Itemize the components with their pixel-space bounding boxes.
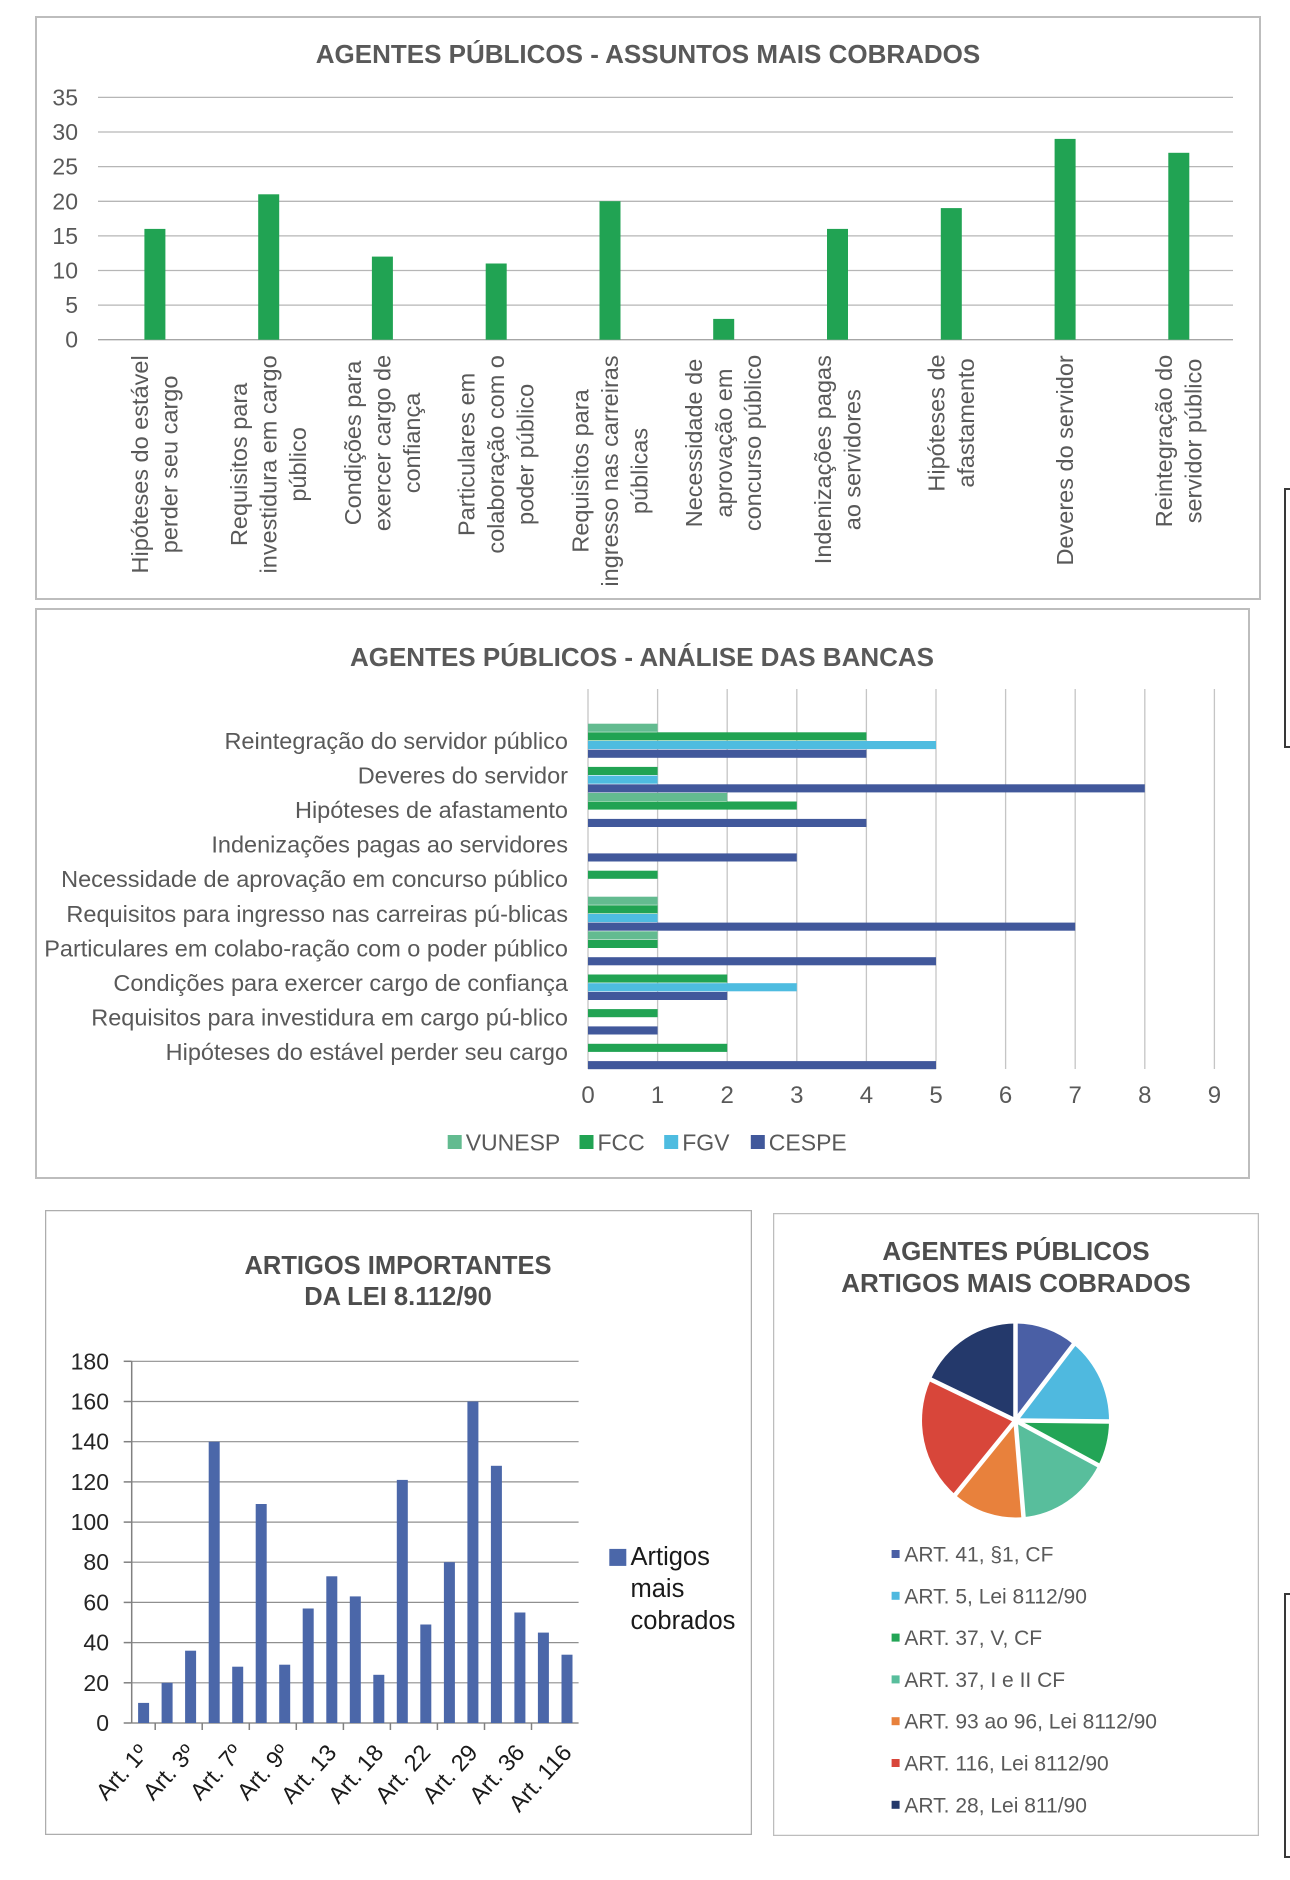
- svg-text:confiança: confiança: [399, 392, 425, 494]
- svg-text:2: 2: [721, 1082, 734, 1109]
- svg-text:Particulares em: Particulares em: [454, 373, 480, 536]
- svg-text:60: 60: [83, 1589, 109, 1615]
- svg-text:cobrados: cobrados: [631, 1607, 736, 1635]
- svg-text:30: 30: [52, 119, 78, 145]
- svg-text:Necessidade de aprovação em co: Necessidade de aprovação em concurso púb…: [61, 866, 568, 892]
- svg-text:Requisitos para ingresso nas c: Requisitos para ingresso nas carreiras p…: [66, 901, 568, 927]
- svg-text:Reintegração do servidor públi: Reintegração do servidor público: [224, 728, 568, 754]
- svg-text:Hipóteses de: Hipóteses de: [924, 354, 950, 491]
- svg-text:Hipóteses de afastamento: Hipóteses de afastamento: [295, 797, 568, 823]
- svg-text:Hipóteses do estável perder se: Hipóteses do estável perder seu cargo: [166, 1039, 568, 1065]
- svg-text:0: 0: [581, 1082, 594, 1109]
- svg-text:6: 6: [999, 1082, 1012, 1109]
- svg-text:colaboração com o: colaboração com o: [483, 355, 509, 554]
- svg-text:25: 25: [52, 154, 78, 180]
- svg-text:7: 7: [1069, 1082, 1082, 1109]
- svg-text:afastamento: afastamento: [953, 358, 979, 487]
- svg-text:ARTIGOS IMPORTANTES: ARTIGOS IMPORTANTES: [245, 1252, 552, 1280]
- svg-text:Artigos: Artigos: [631, 1543, 710, 1571]
- svg-text:AGENTES PÚBLICOS: AGENTES PÚBLICOS: [882, 1236, 1149, 1266]
- svg-text:80: 80: [83, 1549, 109, 1575]
- svg-text:ART. 41, §1, CF: ART. 41, §1, CF: [904, 1544, 1053, 1567]
- svg-text:ART. 5, Lei 8112/90: ART. 5, Lei 8112/90: [904, 1585, 1087, 1608]
- svg-text:Requisitos para: Requisitos para: [226, 382, 252, 546]
- svg-text:ART. 93 ao 96, Lei 8112/90: ART. 93 ao 96, Lei 8112/90: [904, 1711, 1157, 1734]
- svg-text:ART. 37, V, CF: ART. 37, V, CF: [904, 1627, 1042, 1650]
- svg-text:Indenizações pagas: Indenizações pagas: [810, 355, 836, 564]
- svg-text:CESPE: CESPE: [769, 1130, 847, 1156]
- svg-text:ingresso nas carreiras: ingresso nas carreiras: [597, 355, 623, 586]
- svg-text:5: 5: [65, 292, 78, 318]
- svg-text:DA LEI 8.112/90: DA LEI 8.112/90: [304, 1283, 492, 1311]
- svg-text:140: 140: [71, 1429, 109, 1455]
- svg-text:120: 120: [71, 1469, 109, 1495]
- svg-text:160: 160: [71, 1389, 109, 1415]
- svg-text:Requisitos para: Requisitos para: [568, 388, 594, 552]
- svg-text:Condições para: Condições para: [340, 360, 366, 526]
- svg-text:ARTIGOS MAIS COBRADOS: ARTIGOS MAIS COBRADOS: [841, 1268, 1191, 1298]
- svg-text:ART. 28, Lei 811/90: ART. 28, Lei 811/90: [904, 1794, 1087, 1817]
- svg-text:ao servidores: ao servidores: [839, 389, 865, 530]
- svg-text:5: 5: [929, 1082, 942, 1109]
- svg-text:FCC: FCC: [598, 1130, 645, 1156]
- svg-text:100: 100: [71, 1509, 109, 1535]
- svg-text:Particulares em colabo-ração c: Particulares em colabo-ração com o poder…: [44, 935, 568, 961]
- svg-text:0: 0: [65, 327, 78, 353]
- svg-text:10: 10: [52, 258, 78, 284]
- svg-text:FGV: FGV: [682, 1130, 730, 1156]
- svg-text:20: 20: [52, 188, 78, 214]
- svg-text:AGENTES PÚBLICOS - ANÁLISE DAS: AGENTES PÚBLICOS - ANÁLISE DAS BANCAS: [350, 642, 934, 672]
- svg-text:público: público: [285, 427, 311, 501]
- svg-text:Hipóteses do estável: Hipóteses do estável: [127, 355, 153, 573]
- svg-text:1: 1: [651, 1082, 664, 1109]
- svg-text:3: 3: [790, 1082, 803, 1109]
- svg-text:35: 35: [52, 84, 78, 110]
- svg-text:servidor público: servidor público: [1181, 359, 1207, 524]
- svg-text:poder público: poder público: [513, 384, 539, 525]
- svg-text:Indenizações pagas ao servidor: Indenizações pagas ao servidores: [211, 832, 568, 858]
- svg-text:8: 8: [1138, 1082, 1151, 1109]
- svg-text:concurso público: concurso público: [740, 355, 766, 531]
- svg-text:aprovação em: aprovação em: [711, 369, 737, 518]
- svg-text:0: 0: [96, 1710, 109, 1736]
- svg-text:Deveres do servidor: Deveres do servidor: [1052, 355, 1078, 565]
- svg-text:Necessidade de: Necessidade de: [681, 359, 707, 528]
- svg-text:perder seu cargo: perder seu cargo: [157, 376, 183, 554]
- svg-text:AGENTES PÚBLICOS - ASSUNTOS MA: AGENTES PÚBLICOS - ASSUNTOS MAIS COBRADO…: [316, 39, 981, 69]
- svg-text:Reintegração do: Reintegração do: [1151, 355, 1177, 527]
- svg-text:mais: mais: [631, 1575, 685, 1603]
- svg-text:Condições para exercer cargo d: Condições para exercer cargo de confianç…: [113, 970, 569, 996]
- svg-text:15: 15: [52, 223, 78, 249]
- svg-text:9: 9: [1208, 1082, 1221, 1109]
- svg-text:Requisitos para investidura em: Requisitos para investidura em cargo pú-…: [91, 1005, 568, 1031]
- svg-text:4: 4: [860, 1082, 873, 1109]
- svg-text:20: 20: [83, 1670, 109, 1696]
- svg-text:ART. 37, I e II CF: ART. 37, I e II CF: [904, 1669, 1065, 1692]
- svg-text:Deveres do servidor: Deveres do servidor: [358, 762, 568, 788]
- svg-text:exercer cargo de: exercer cargo de: [369, 355, 395, 531]
- svg-text:investidura em cargo: investidura em cargo: [256, 355, 282, 573]
- svg-text:públicas: públicas: [627, 428, 653, 514]
- svg-text:VUNESP: VUNESP: [466, 1130, 561, 1156]
- svg-text:ART. 116, Lei 8112/90: ART. 116, Lei 8112/90: [904, 1753, 1108, 1776]
- svg-text:180: 180: [71, 1348, 109, 1374]
- svg-text:40: 40: [83, 1630, 109, 1656]
